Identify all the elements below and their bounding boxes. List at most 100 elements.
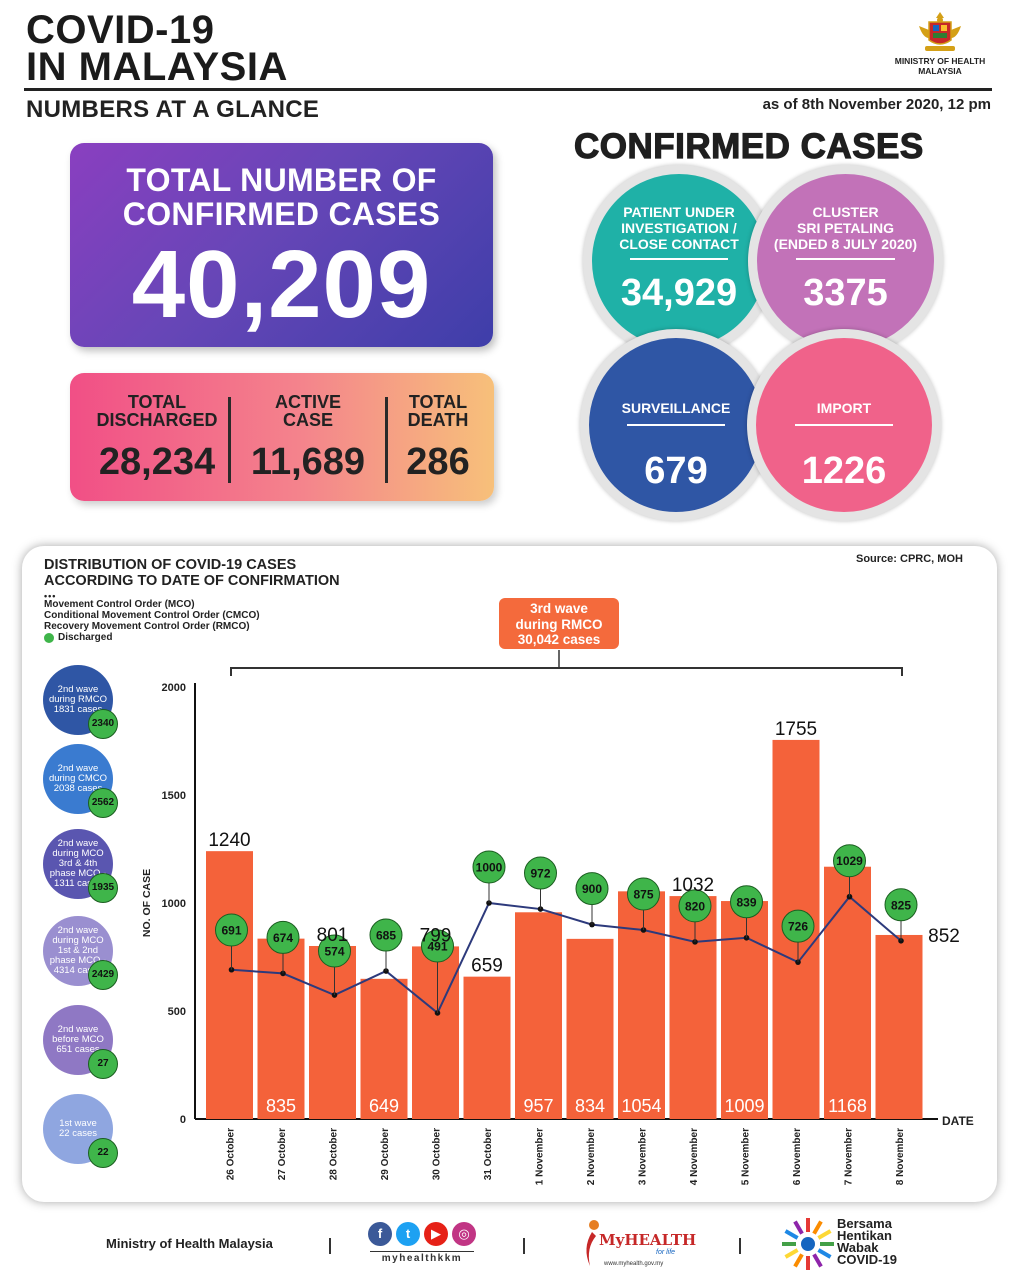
wave-label-line: 2nd wave (57, 925, 99, 936)
death-label-1: TOTAL (408, 392, 468, 412)
myhealth-url[interactable]: www.myhealth.gov.my (604, 1261, 664, 1267)
burst-logo-icon (782, 1218, 834, 1270)
cluster-value: 3375 (803, 272, 888, 314)
wave-discharged-badge: 22 (88, 1138, 118, 1168)
wave-label-line: 22 cases (58, 1128, 98, 1139)
pui-label-1: PATIENT UNDER (623, 204, 735, 220)
discharged-label-1: TOTAL (127, 392, 187, 412)
stat-separator (385, 397, 388, 483)
legend-mco: Movement Control Order (MCO) (44, 599, 195, 610)
social-handle[interactable]: myhealthkkm (370, 1251, 474, 1264)
stats-card: TOTAL DISCHARGED 28,234 ACTIVE CASE 11,6… (70, 373, 494, 501)
wave-discharged-badge: 27 (88, 1049, 118, 1079)
pui-value: 34,929 (620, 272, 738, 314)
wave-label-line: 2nd wave (57, 763, 99, 774)
wave-circle-label: 2nd wave during MCO 1st & 2nd phase MCO -43… (43, 926, 113, 976)
wave-label-line: during MCO (52, 935, 104, 946)
wave-label-line: 2nd wave (57, 1024, 99, 1035)
circle-import: IMPORT 1226 (747, 329, 941, 521)
coat-of-arms-icon (919, 12, 961, 51)
stat-death: TOTAL DEATH 286 (392, 393, 484, 483)
legend-cmco: Conditional Movement Control Order (CMCO… (44, 610, 260, 621)
wave-label-line: 3rd & 4th (58, 858, 98, 869)
footer-divider (523, 1238, 525, 1254)
myhealth-logo-text: MyHEALTH (599, 1231, 697, 1249)
death-value: 286 (406, 441, 470, 483)
wave-circle: 2nd wave during CMCO 2038 cases 2562 (43, 744, 118, 818)
instagram-icon[interactable]: ◎ (452, 1222, 476, 1246)
total-confirmed-value: 40,209 (131, 231, 432, 338)
as-of-date: as of 8th November 2020, 12 pm (762, 96, 991, 113)
wave-label-line: 651 cases (56, 1044, 100, 1055)
stat-discharged: TOTAL DISCHARGED 28,234 (82, 393, 232, 483)
footer-divider (329, 1238, 331, 1254)
wave-circle-label: 2nd wave during CMCO 2038 cases (43, 764, 113, 794)
wave-circle-label: 2nd wave during RMCO 1831 cases (43, 685, 113, 715)
page-title: COVID-19 IN MALAYSIA (26, 8, 288, 89)
active-label-2: CASE (282, 410, 333, 430)
wave-discharged-badge: 2429 (88, 960, 118, 990)
ministry-line-1: MINISTRY OF HEALTH (894, 56, 986, 66)
pui-label-3: CLOSE CONTACT (619, 236, 739, 252)
total-label-line-1: TOTAL NUMBER OF (126, 162, 437, 198)
wave-circle-label: 2nd wave during MCO 3rd & 4th phase MCO -13… (43, 839, 113, 889)
header-divider (24, 88, 992, 91)
surveillance-label: SURVEILLANCE (621, 400, 731, 416)
confirmed-cases-title: CONFIRMED CASES (573, 126, 924, 166)
wave-label-line: before MCO (52, 1034, 104, 1045)
circle-divider (795, 258, 896, 260)
wave-label-line: during MCO (52, 848, 104, 859)
ministry-line-2: MALAYSIA (918, 66, 962, 76)
wave-circle: 2nd wave during MCO 1st & 2nd phase MCO -43… (43, 916, 118, 990)
total-confirmed-card: TOTAL NUMBER OF CONFIRMED CASES 40,209 (70, 143, 493, 347)
third-wave-box: 3rd wave during RMCO 30,042 cases (499, 598, 619, 649)
discharged-label-2: DISCHARGED (96, 410, 218, 430)
wave-label-line: phase MCO - (49, 868, 107, 879)
legend-dots: ••• (44, 591, 57, 601)
social-links: f t ▶ ◎ (368, 1222, 476, 1246)
wave-box-line-2: during RMCO (515, 616, 603, 632)
wave-label-line: 1st wave (59, 1118, 97, 1129)
title-line-1: COVID-19 (26, 8, 215, 52)
distribution-title-line-2: ACCORDING TO DATE OF CONFIRMATION (44, 573, 340, 589)
surveillance-value: 679 (644, 450, 708, 492)
bersama-line-4: COVID-19 (837, 1252, 897, 1267)
wave-label-line: 2nd wave (57, 684, 99, 695)
wave-circle-label: 2nd wave before MCO 651 cases (43, 1025, 113, 1055)
discharged-value: 28,234 (98, 441, 216, 483)
wave-label-line: 1st & 2nd (57, 945, 99, 956)
title-line-2: IN MALAYSIA (26, 45, 288, 89)
wave-label-line: 1311 cases (54, 878, 102, 889)
footer-ministry: Ministry of Health Malaysia (106, 1236, 273, 1251)
circle-divider (627, 424, 725, 426)
discharged-dot-icon (44, 632, 54, 643)
page-subtitle: NUMBERS AT A GLANCE (26, 96, 320, 123)
twitter-icon[interactable]: t (396, 1222, 420, 1246)
footer-divider (739, 1238, 741, 1254)
distribution-title-line-1: DISTRIBUTION OF COVID-19 CASES (44, 557, 297, 573)
wave-label-line: during RMCO (48, 694, 108, 705)
wave-circle: 2nd wave before MCO 651 cases 27 (43, 1005, 118, 1079)
import-label: IMPORT (816, 400, 872, 416)
total-label-line-2: CONFIRMED CASES (122, 196, 441, 232)
cluster-label-1: CLUSTER (812, 204, 879, 220)
wave-label-line: 1831 cases (53, 704, 103, 715)
bersama-line-2: Hentikan (837, 1228, 892, 1243)
footer: Ministry of Health Malaysia f t ▶ ◎ myhe… (0, 1210, 1019, 1280)
bersama-line-3: Wabak (837, 1240, 879, 1255)
active-label-1: ACTIVE (274, 392, 341, 412)
campaign-logo-text: Bersama Hentikan Wabak COVID-19 (837, 1217, 897, 1267)
myhealth-tagline: for life (656, 1249, 676, 1256)
source-note: Source: CPRC, MOH (856, 553, 963, 565)
wave-discharged-badge: 2340 (88, 709, 118, 739)
facebook-icon[interactable]: f (368, 1222, 392, 1246)
wave-label-line: 2038 cases (53, 783, 103, 794)
wave-discharged-badge: 1935 (88, 873, 118, 903)
youtube-icon[interactable]: ▶ (424, 1222, 448, 1246)
legend-discharged-label: Discharged (58, 632, 113, 643)
stat-separator (228, 397, 231, 483)
legend-rmco: Recovery Movement Control Order (RMCO) (44, 621, 250, 632)
wave-label-line: 4314 cases (53, 965, 103, 976)
stat-active: ACTIVE CASE 11,689 (234, 393, 382, 483)
myhealth-figure-icon (586, 1220, 599, 1266)
